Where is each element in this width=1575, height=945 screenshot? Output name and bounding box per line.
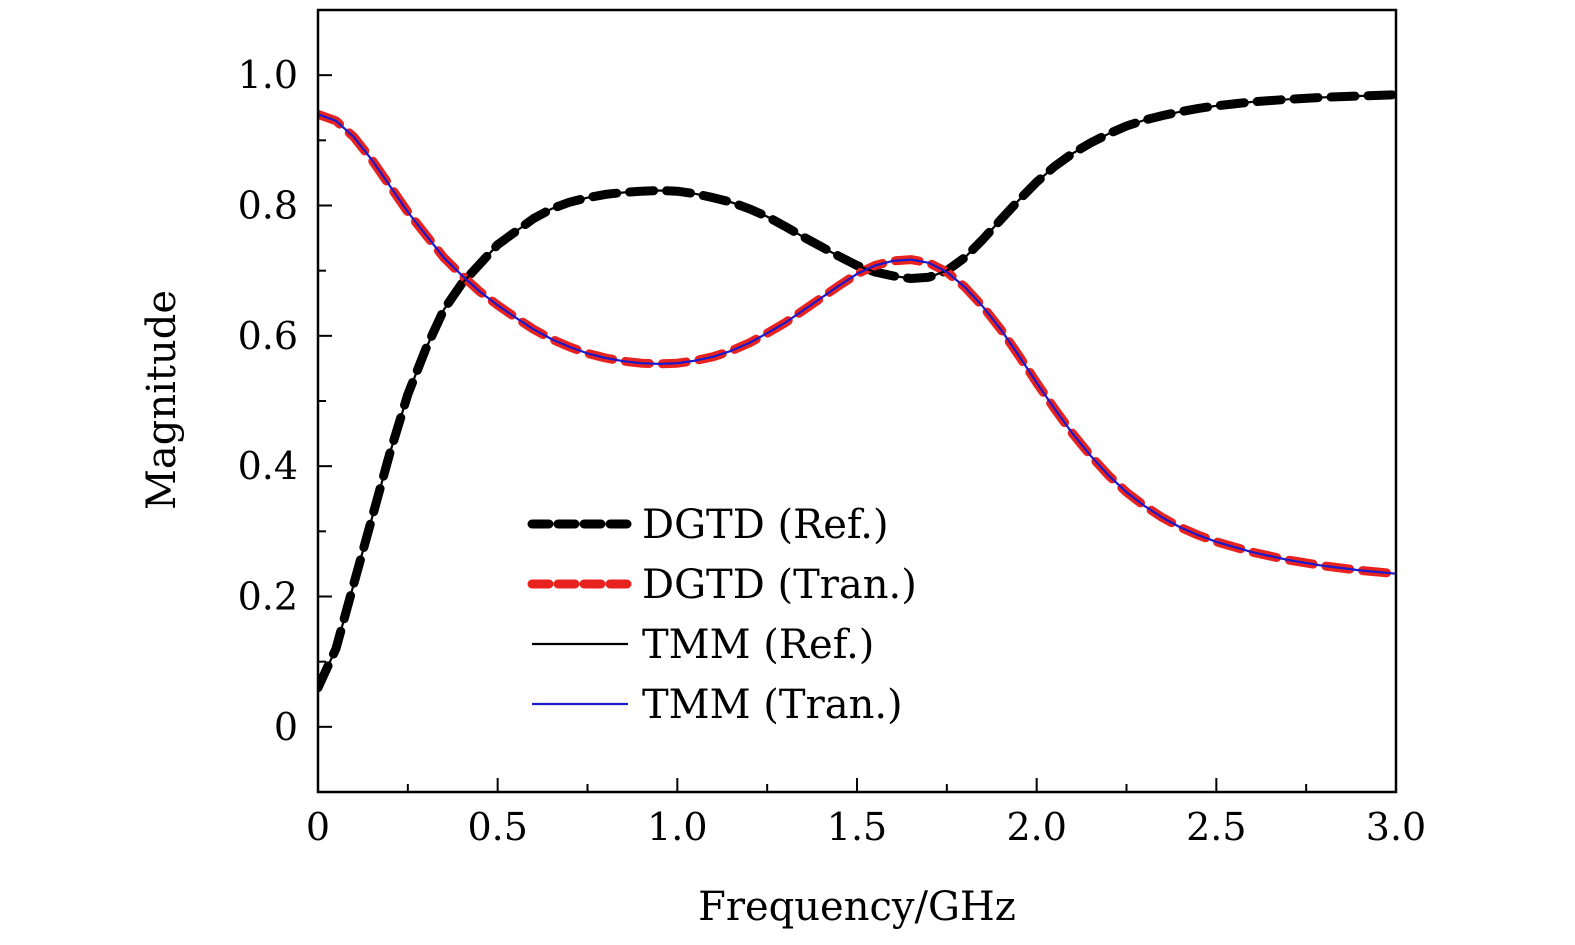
series-line-4 [318, 113, 1396, 575]
y-tick-label: 0.6 [238, 314, 298, 358]
legend-label-1: DGTD (Ref.) [642, 502, 889, 548]
series-line-3 [318, 93, 1396, 689]
legend-label-4: TMM (Tran.) [642, 682, 903, 728]
x-tick-label: 1.0 [647, 805, 707, 849]
x-tick-label: 0 [306, 805, 330, 849]
y-tick-label: 1.0 [238, 53, 298, 97]
x-tick-label: 0.5 [467, 805, 527, 849]
x-tick-label: 3.0 [1366, 805, 1426, 849]
y-tick-label: 0 [274, 705, 298, 749]
x-tick-label: 2.0 [1006, 805, 1066, 849]
y-axis-label: Magnitude [139, 290, 185, 510]
x-tick-label: 1.5 [827, 805, 887, 849]
legend-label-2: DGTD (Tran.) [642, 562, 917, 608]
legend: DGTD (Ref.) DGTD (Tran.) TMM (Ref.) TMM (Tr… [527, 502, 917, 728]
y-tick-label: 0.8 [238, 184, 298, 228]
tick-layer: 0 0.5 1.0 1.5 2.0 2.5 3.0 0 0.2 0.4 0.6 0.8 1.0 [238, 53, 1427, 849]
series-layer [318, 90, 1396, 693]
y-tick-label: 0.4 [238, 444, 298, 488]
x-tick-label: 2.5 [1186, 805, 1246, 849]
plot-frame [316, 8, 1398, 794]
x-axis-label: Frequency/GHz [698, 884, 1016, 930]
legend-label-3: TMM (Ref.) [642, 622, 874, 668]
y-tick-label: 0.2 [238, 575, 298, 619]
